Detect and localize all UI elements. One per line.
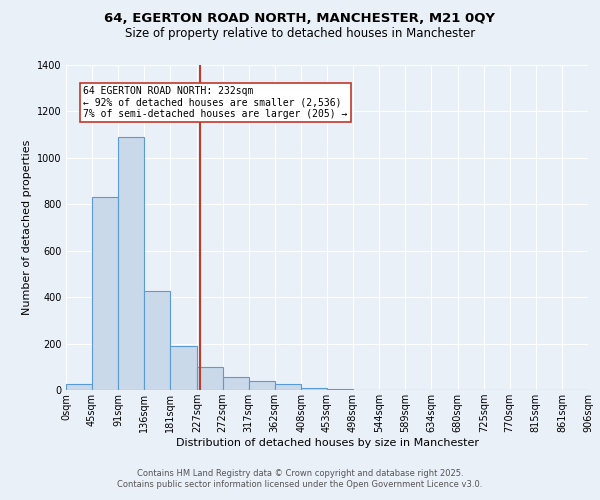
Bar — [92, 198, 118, 390]
Bar — [248, 380, 275, 390]
Bar — [301, 388, 327, 390]
Bar — [145, 292, 170, 390]
Bar — [275, 384, 301, 390]
Bar — [223, 377, 248, 390]
Text: 64, EGERTON ROAD NORTH, MANCHESTER, M21 0QY: 64, EGERTON ROAD NORTH, MANCHESTER, M21 … — [104, 12, 496, 26]
Y-axis label: Number of detached properties: Number of detached properties — [22, 140, 32, 315]
Bar — [66, 384, 92, 390]
Text: 64 EGERTON ROAD NORTH: 232sqm
← 92% of detached houses are smaller (2,536)
7% of: 64 EGERTON ROAD NORTH: 232sqm ← 92% of d… — [83, 86, 347, 119]
Bar — [170, 346, 197, 390]
Text: Contains HM Land Registry data © Crown copyright and database right 2025.: Contains HM Land Registry data © Crown c… — [137, 468, 463, 477]
Bar — [197, 367, 223, 390]
X-axis label: Distribution of detached houses by size in Manchester: Distribution of detached houses by size … — [176, 438, 479, 448]
Text: Contains public sector information licensed under the Open Government Licence v3: Contains public sector information licen… — [118, 480, 482, 489]
Bar — [118, 137, 145, 390]
Bar — [327, 389, 353, 390]
Text: Size of property relative to detached houses in Manchester: Size of property relative to detached ho… — [125, 28, 475, 40]
